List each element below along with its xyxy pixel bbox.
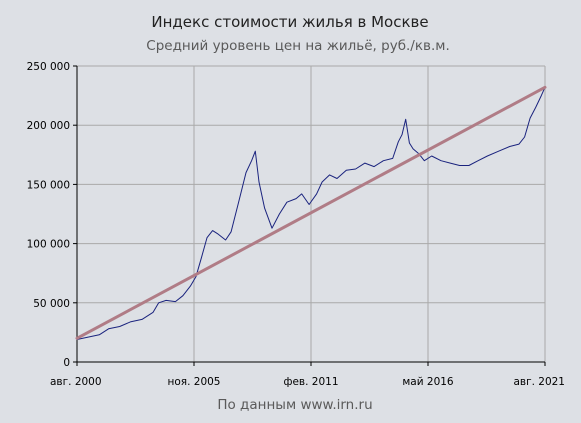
x-tick-label: авг. 2021: [513, 376, 565, 388]
chart-title: Индекс стоимости жилья в Москве: [151, 13, 428, 31]
x-tick-label: май 2016: [402, 376, 454, 388]
grid: [77, 65, 546, 362]
trend-line: [75, 85, 547, 340]
x-tick-label: фев. 2011: [283, 376, 338, 388]
y-tick-label: 150 000: [27, 179, 70, 191]
source-note: По данным www.irn.ru: [217, 397, 372, 413]
y-tick-label: 200 000: [27, 120, 70, 132]
y-tick-label: 0: [63, 357, 70, 369]
series-layer: [75, 85, 547, 340]
price-line: [76, 86, 546, 340]
x-tick-label: авг. 2000: [50, 376, 102, 388]
axes: [73, 65, 546, 366]
y-tick-label: 250 000: [27, 61, 70, 73]
y-tick-label: 50 000: [33, 298, 70, 310]
y-tick-label: 100 000: [27, 239, 70, 251]
tick-labels: 0 50 000 100 000 150 000 200 000 250 000 авг. …: [27, 61, 565, 388]
x-tick-label: ноя. 2005: [167, 376, 220, 388]
chart-subtitle: Средний уровень цен на жильё, руб./кв.м.: [146, 38, 449, 54]
